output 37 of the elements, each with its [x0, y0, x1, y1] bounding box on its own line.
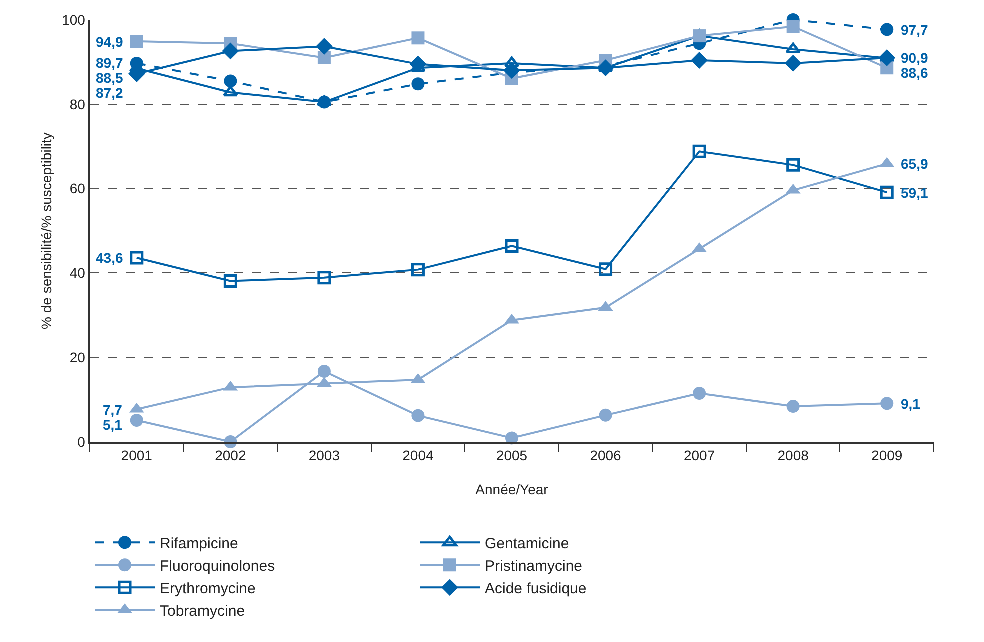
legend-label: Rifampicine — [160, 536, 238, 552]
y-tick-label: 20 — [70, 350, 86, 366]
y-tick-label: 100 — [62, 12, 86, 28]
x-axis-title: Année/Year — [476, 482, 549, 498]
data-label: 7,7 — [103, 402, 123, 418]
data-label: 87,2 — [96, 85, 124, 101]
y-tick-label: 60 — [70, 180, 86, 197]
data-label: 9,1 — [901, 396, 921, 412]
legend-label: Gentamicine — [485, 536, 570, 552]
y-tick-label: 0 — [78, 434, 86, 450]
data-label: 88,6 — [901, 65, 928, 81]
x-tick-label: 2003 — [308, 448, 340, 464]
legend-label: Pristinamycine — [485, 558, 583, 575]
data-label: 97,7 — [901, 22, 928, 38]
x-tick-label: 2001 — [121, 448, 153, 464]
data-label: 43,6 — [96, 250, 124, 266]
y-tick-label: 80 — [70, 96, 86, 112]
x-tick-label: 2008 — [778, 448, 810, 464]
x-tick-label: 2002 — [215, 448, 246, 464]
legend-label: Acide fusidique — [485, 580, 587, 598]
x-tick-label: 2006 — [590, 448, 622, 464]
data-label: 88,5 — [96, 70, 124, 86]
data-label: 94,9 — [96, 34, 124, 50]
x-tick-label: 2009 — [872, 448, 903, 464]
legend-label: Erythromycine — [160, 580, 256, 598]
y-axis-title: % de sensibilité/% susceptibility — [38, 132, 54, 330]
data-label: 59,1 — [901, 185, 928, 201]
y-tick-label: 40 — [70, 265, 86, 282]
data-label: 90,9 — [901, 50, 928, 66]
data-label: 65,9 — [901, 156, 928, 172]
data-label: 89,7 — [96, 55, 124, 71]
data-label: 5,1 — [103, 417, 123, 433]
x-tick-label: 2004 — [402, 448, 434, 464]
x-tick-label: 2005 — [496, 448, 528, 464]
legend-label: Tobramycine — [160, 603, 246, 620]
x-tick-label: 2007 — [684, 448, 716, 464]
legend-label: Fluoroquinolones — [160, 558, 276, 575]
